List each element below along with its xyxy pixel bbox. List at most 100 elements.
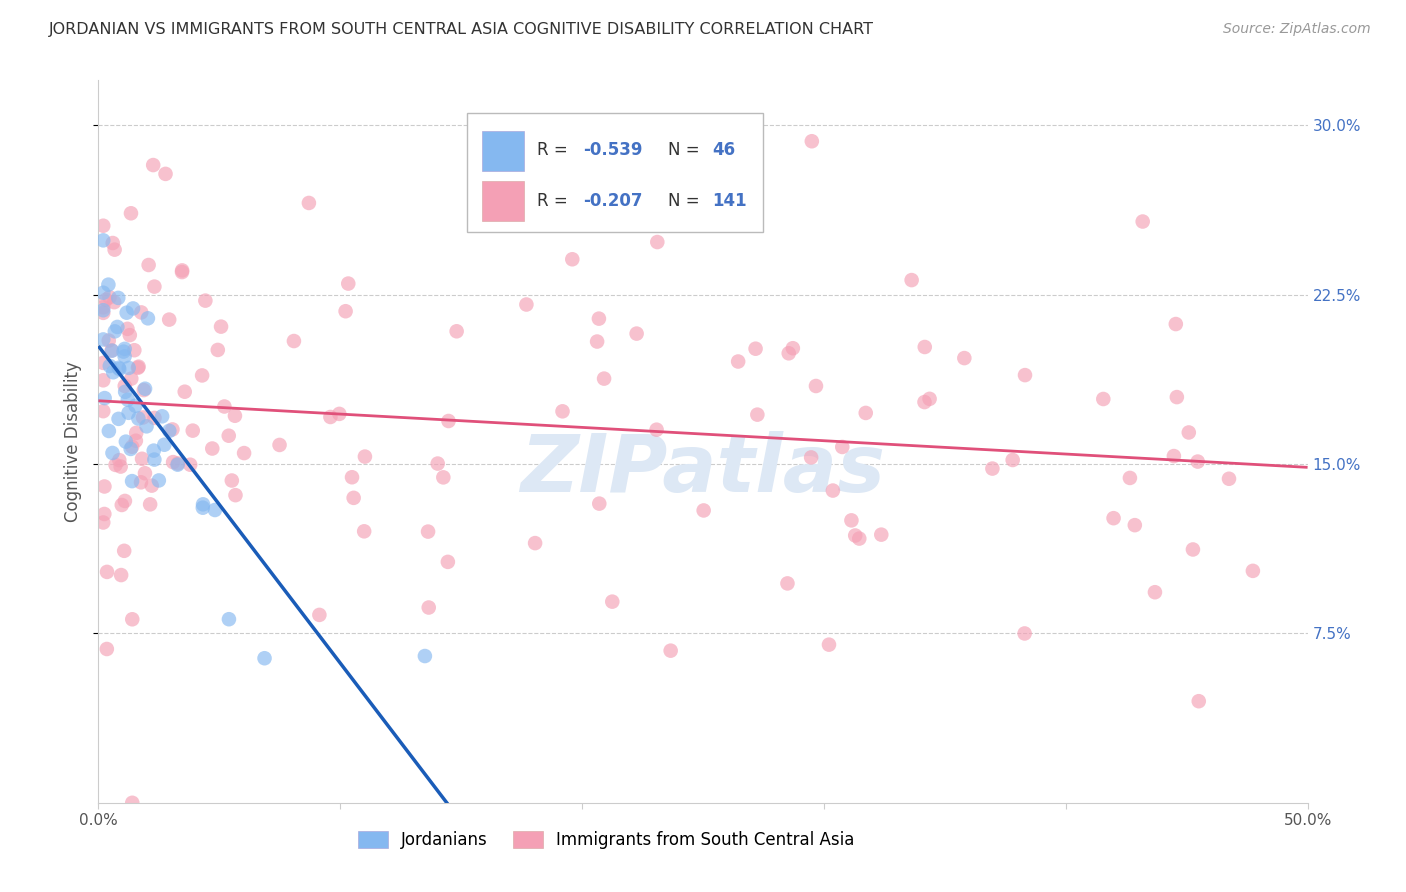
Point bbox=[218, 428, 240, 442]
Point bbox=[112, 544, 135, 558]
Point bbox=[155, 167, 177, 181]
Point bbox=[93, 479, 115, 493]
Point bbox=[218, 612, 240, 626]
Point bbox=[446, 324, 468, 338]
Point bbox=[122, 301, 145, 316]
Point bbox=[600, 594, 623, 608]
Y-axis label: Cognitive Disability: Cognitive Disability bbox=[65, 361, 83, 522]
Point bbox=[112, 344, 135, 359]
Point bbox=[343, 491, 366, 505]
Point bbox=[821, 483, 844, 498]
Point bbox=[647, 235, 669, 249]
Point bbox=[125, 425, 148, 440]
Point bbox=[1119, 471, 1142, 485]
Point bbox=[103, 365, 125, 379]
Point bbox=[115, 434, 138, 449]
Point bbox=[319, 409, 342, 424]
Point bbox=[111, 498, 134, 512]
Point bbox=[139, 497, 162, 511]
Point bbox=[308, 607, 330, 622]
Text: R =: R = bbox=[537, 192, 574, 210]
Text: 46: 46 bbox=[713, 141, 735, 160]
Point bbox=[104, 243, 127, 257]
Point bbox=[94, 293, 117, 307]
Point bbox=[167, 457, 190, 471]
Point bbox=[91, 285, 114, 300]
Bar bbox=[482, 131, 524, 170]
Point bbox=[127, 411, 149, 425]
Point bbox=[98, 359, 121, 373]
Point bbox=[692, 503, 714, 517]
Point bbox=[138, 258, 160, 272]
Point bbox=[191, 497, 214, 511]
Point bbox=[97, 424, 120, 438]
Point bbox=[117, 322, 139, 336]
Point bbox=[91, 373, 114, 387]
Point bbox=[121, 440, 143, 454]
Point bbox=[132, 410, 155, 425]
Point bbox=[337, 277, 360, 291]
Point bbox=[157, 312, 180, 326]
Point bbox=[166, 458, 188, 472]
Point bbox=[283, 334, 305, 348]
Point bbox=[1123, 518, 1146, 533]
Point bbox=[142, 158, 165, 172]
Point bbox=[426, 457, 449, 471]
Point bbox=[170, 265, 193, 279]
Point bbox=[114, 342, 136, 356]
Point bbox=[340, 470, 363, 484]
Point bbox=[143, 452, 166, 467]
Point bbox=[727, 354, 749, 368]
Bar bbox=[482, 181, 524, 221]
Point bbox=[354, 450, 377, 464]
Point bbox=[841, 513, 863, 527]
Point bbox=[120, 206, 142, 220]
Point bbox=[143, 279, 166, 293]
Point bbox=[103, 295, 125, 310]
Point bbox=[870, 527, 893, 541]
Point bbox=[97, 334, 120, 348]
Point bbox=[747, 408, 769, 422]
Point bbox=[437, 414, 460, 428]
Point bbox=[104, 324, 127, 338]
Point bbox=[91, 333, 114, 347]
Point bbox=[328, 407, 350, 421]
Point bbox=[914, 340, 936, 354]
Point bbox=[101, 343, 124, 358]
Point bbox=[586, 334, 609, 349]
Point bbox=[96, 642, 118, 657]
Point bbox=[1187, 454, 1209, 468]
Point bbox=[1014, 626, 1036, 640]
Point bbox=[659, 643, 682, 657]
Point bbox=[100, 343, 122, 358]
Point bbox=[150, 409, 173, 424]
Point bbox=[129, 475, 152, 490]
Point bbox=[626, 326, 648, 341]
Point bbox=[108, 362, 131, 376]
Point bbox=[524, 536, 547, 550]
Text: -0.539: -0.539 bbox=[583, 141, 643, 160]
Point bbox=[194, 293, 217, 308]
Point bbox=[136, 311, 159, 326]
Point bbox=[173, 384, 195, 399]
Point bbox=[551, 404, 574, 418]
Point bbox=[1163, 449, 1185, 463]
Point bbox=[1178, 425, 1201, 440]
Point bbox=[588, 311, 610, 326]
Point bbox=[97, 277, 120, 292]
Point bbox=[413, 648, 436, 663]
Point bbox=[121, 612, 143, 626]
Point bbox=[98, 290, 121, 304]
Point bbox=[121, 474, 143, 488]
Text: ZIPatlas: ZIPatlas bbox=[520, 432, 886, 509]
Point bbox=[107, 360, 129, 375]
Point bbox=[953, 351, 976, 365]
Point bbox=[91, 300, 114, 314]
Point bbox=[134, 382, 156, 396]
Point bbox=[191, 500, 214, 515]
Point bbox=[118, 360, 141, 375]
Point bbox=[148, 474, 170, 488]
Point bbox=[191, 368, 214, 383]
Point bbox=[172, 263, 194, 277]
Point bbox=[143, 411, 166, 425]
